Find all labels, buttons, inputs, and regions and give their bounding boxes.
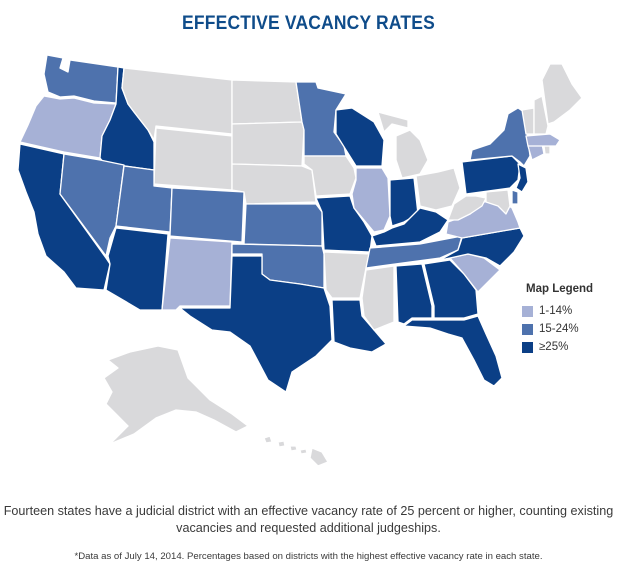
- map-caption: Fourteen states have a judicial district…: [0, 503, 617, 537]
- legend-label-low: 1-14%: [539, 305, 573, 317]
- state-nevada[interactable]: [59, 153, 125, 257]
- map-footnote: *Data as of July 14, 2014. Percentages b…: [74, 551, 543, 562]
- legend-swatch-mid: [522, 323, 533, 335]
- state-mississippi[interactable]: [361, 265, 395, 331]
- state-new-hampshire[interactable]: [533, 95, 549, 135]
- state-florida[interactable]: [403, 315, 503, 387]
- state-new-york[interactable]: [469, 107, 531, 167]
- legend-label-high: ≥25%: [539, 341, 569, 353]
- state-iowa[interactable]: [303, 155, 357, 197]
- state-west-virginia[interactable]: [447, 195, 487, 221]
- state-texas[interactable]: [179, 255, 333, 393]
- legend-item-high: ≥25%: [522, 338, 617, 356]
- state-shapes: [17, 54, 583, 467]
- legend-swatch-low: [522, 305, 533, 317]
- state-delaware[interactable]: [511, 189, 519, 205]
- map-title: EFFECTIVE VACANCY RATES: [182, 13, 435, 34]
- state-indiana[interactable]: [389, 177, 419, 227]
- legend-item-mid: 15-24%: [522, 320, 617, 338]
- state-hawaii[interactable]: [263, 435, 329, 467]
- state-nebraska[interactable]: [231, 163, 317, 205]
- state-maryland[interactable]: [485, 189, 511, 215]
- state-alabama[interactable]: [395, 263, 433, 325]
- state-ohio[interactable]: [415, 167, 461, 211]
- state-washington[interactable]: [43, 54, 119, 104]
- state-arizona[interactable]: [105, 227, 169, 311]
- legend-item-low: 1-14%: [522, 302, 617, 320]
- state-illinois[interactable]: [351, 167, 391, 233]
- state-wisconsin[interactable]: [335, 107, 385, 167]
- caption-line-2: vacancies and requested additional judge…: [176, 521, 441, 535]
- state-colorado[interactable]: [169, 187, 245, 243]
- state-north-dakota[interactable]: [231, 79, 303, 125]
- map-legend: Map Legend 1-14% 15-24% ≥25%: [522, 283, 617, 356]
- state-kentucky[interactable]: [371, 207, 449, 247]
- state-new-mexico[interactable]: [161, 237, 233, 311]
- state-kansas[interactable]: [243, 203, 323, 247]
- state-wyoming[interactable]: [153, 127, 233, 191]
- caption-line-1: Fourteen states have a judicial district…: [3, 504, 614, 518]
- state-new-jersey[interactable]: [515, 163, 529, 193]
- state-louisiana[interactable]: [331, 299, 387, 353]
- state-massachusetts[interactable]: [525, 133, 561, 147]
- state-michigan[interactable]: [377, 111, 429, 179]
- state-alaska[interactable]: [103, 345, 249, 445]
- state-pennsylvania[interactable]: [461, 155, 521, 195]
- state-north-carolina[interactable]: [439, 227, 525, 267]
- legend-label-mid: 15-24%: [539, 323, 579, 335]
- state-maine[interactable]: [541, 63, 583, 125]
- state-rhode-island[interactable]: [543, 145, 551, 155]
- state-georgia[interactable]: [423, 259, 479, 319]
- legend-swatch-high: [522, 341, 533, 353]
- state-south-dakota[interactable]: [231, 121, 305, 167]
- state-tennessee[interactable]: [365, 235, 463, 269]
- legend-title: Map Legend: [526, 283, 594, 295]
